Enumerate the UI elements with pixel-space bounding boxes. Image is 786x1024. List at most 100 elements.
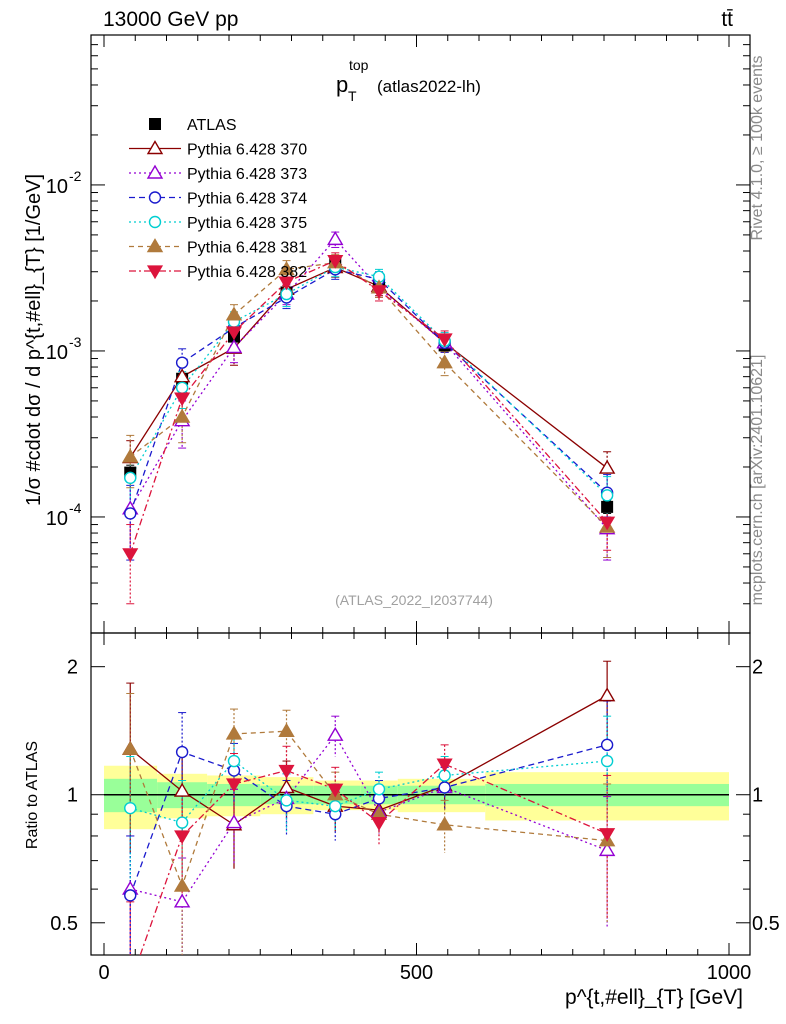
legend-marker: [149, 118, 161, 130]
ratio-point: [124, 889, 137, 902]
ratio-point: [278, 764, 295, 779]
data-point: [175, 381, 189, 394]
ratio-pythia-6-428-373: [126, 715, 612, 955]
title-tag: (atlas2022-lh): [377, 77, 481, 96]
ratio-line: [130, 734, 608, 903]
data-point: [327, 255, 344, 269]
ratio-y-tick-label: 1: [67, 785, 78, 807]
ratio-y-tick-label-right: 1: [752, 785, 763, 807]
data-point: [122, 448, 139, 463]
data-point: [600, 489, 614, 502]
ratio-line: [129, 744, 608, 896]
ratio-point: [598, 841, 616, 857]
ratio-point: [278, 722, 295, 737]
ratio-point: [174, 830, 191, 845]
legend-entry: Pythia 6.428 370: [129, 140, 307, 159]
main-y-tick-label: 10 -3: [46, 334, 82, 364]
legend-label: Pythia 6.428 381: [187, 240, 307, 257]
data-point: [327, 230, 344, 246]
ratio-point: [327, 783, 344, 798]
series-line: [129, 266, 608, 496]
title-sup: top: [349, 57, 369, 73]
ratio-line: [129, 730, 608, 888]
series-pythia-6-428-370: [126, 258, 612, 490]
x-tick-label: 1000: [707, 962, 752, 984]
ratio-point: [175, 816, 189, 829]
data-point: [436, 333, 453, 348]
svg-text:-4: -4: [69, 500, 82, 516]
ratio-y-tick-label: 0.5: [50, 913, 78, 935]
main-panel: 10-410-310-2: [46, 34, 751, 634]
data-point: [436, 354, 453, 369]
legend-marker: [146, 265, 164, 280]
ratio-point: [598, 687, 616, 702]
ratio-point: [225, 814, 243, 829]
legend-marker: [146, 164, 164, 179]
data-point: [598, 459, 616, 474]
ratio-pythia-6-428-370: [126, 660, 612, 869]
side-text-rivet: Rivet 4.1.0, ≥ 100k events: [749, 56, 766, 241]
legend-entry: Pythia 6.428 375: [129, 215, 307, 232]
series-line: [129, 262, 608, 528]
svg-text:10: 10: [46, 508, 68, 530]
ratio-point: [175, 745, 189, 759]
legend-marker: [146, 140, 164, 155]
series-line: [129, 259, 608, 554]
legend-marker: [148, 191, 162, 204]
ratio-point: [436, 758, 453, 773]
data-point: [174, 392, 191, 407]
series-line: [129, 268, 608, 514]
ratio-point: [225, 778, 243, 793]
ratio-point: [327, 726, 344, 741]
ratio-line: [139, 763, 608, 955]
legend-marker: [146, 238, 164, 253]
data-point: [124, 471, 137, 485]
legend-marker: [148, 215, 162, 229]
ratio-point: [227, 754, 241, 768]
series-line: [129, 266, 608, 469]
ratio-y-axis-label: Ratio to ATLAS: [24, 741, 41, 849]
header-left: 13000 GeV pp: [103, 8, 238, 31]
ratio-point: [372, 783, 386, 796]
series-line: [129, 238, 608, 530]
svg-text:-2: -2: [69, 168, 82, 184]
legend-entry: Pythia 6.428 382: [129, 264, 307, 281]
legend-entry: ATLAS: [149, 117, 237, 134]
data-point: [225, 339, 243, 354]
legend-entry: Pythia 6.428 374: [129, 191, 307, 208]
series-pythia-6-428-382: [126, 252, 612, 605]
data-point: [280, 287, 293, 301]
ratio-line: [130, 760, 608, 824]
legend-label: Pythia 6.428 382: [187, 264, 307, 281]
legend-label: Pythia 6.428 373: [187, 166, 307, 183]
title-main: p: [336, 72, 348, 97]
ratio-point: [122, 740, 139, 755]
legend-entry: Pythia 6.428 381: [129, 238, 307, 257]
main-y-axis-label: 1/σ #cdot dσ / d p^{t,#ell}_{T} [1/GeV]: [23, 174, 45, 506]
svg-text:10: 10: [46, 176, 68, 198]
ratio-point: [225, 725, 243, 740]
series-pythia-6-428-374: [126, 260, 612, 561]
main-y-tick-label: 10 -4: [46, 500, 82, 530]
data-point: [175, 356, 189, 369]
ratio-point: [370, 816, 388, 831]
data-point: [225, 306, 243, 321]
ratio-point: [124, 801, 137, 815]
header-right: tt̄: [721, 8, 733, 31]
legend-label: Pythia 6.428 370: [187, 142, 307, 159]
data-point: [370, 285, 388, 300]
ratio-point: [173, 782, 191, 797]
ratio-point: [438, 781, 451, 794]
ratio-plot-frame: [90, 632, 751, 956]
x-axis-label: p^{t,#ell}_{T} [GeV]: [565, 986, 743, 1009]
legend: ATLAS Pythia 6.428 370 Pythia 6.428 373 Pyt…: [129, 117, 307, 281]
svg-text:-3: -3: [69, 334, 82, 350]
legend-label: Pythia 6.428 374: [187, 191, 307, 208]
ratio-y-tick-label-right: 0.5: [752, 913, 780, 935]
series-pythia-6-428-375: [126, 258, 612, 522]
main-y-tick-label: 10 -2: [46, 168, 82, 198]
ratio-pythia-6-428-374: [126, 700, 612, 955]
legend-label: Pythia 6.428 375: [187, 215, 307, 232]
data-point: [601, 500, 614, 513]
